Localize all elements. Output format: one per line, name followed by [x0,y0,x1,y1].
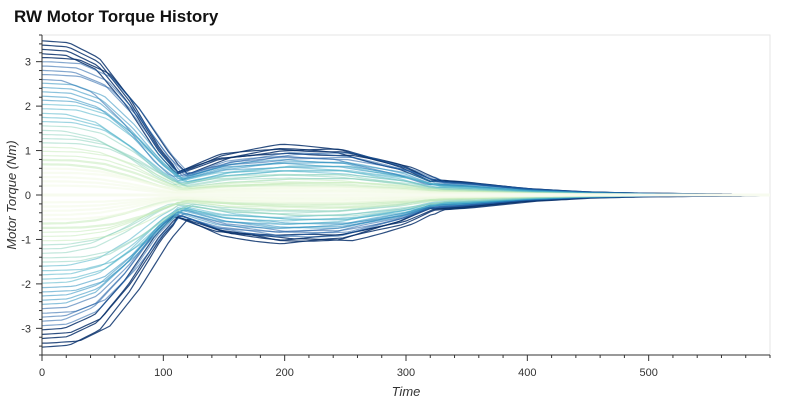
y-tick-label: 3 [25,57,31,69]
y-axis-ticks: -3 -2 -1 0 1 2 3 [21,34,42,356]
x-tick-label: 0 [39,367,45,379]
y-tick-label: 1 [25,146,31,158]
y-tick-label: -2 [21,279,31,291]
y-axis-title: Motor Torque (Nm) [4,140,19,249]
chart-title: RW Motor Torque History [14,7,219,26]
x-tick-label: 400 [518,367,536,379]
y-tick-label: -1 [21,234,31,246]
y-tick-label: 0 [25,190,31,202]
x-tick-label: 300 [397,367,415,379]
x-axis-ticks: 0 100 200 300 400 500 [39,355,771,379]
series-layer [42,40,770,348]
series-line [42,194,770,301]
x-axis-title: Time [392,384,421,399]
y-tick-label: 2 [25,101,31,113]
y-tick-label: -3 [21,323,31,335]
x-tick-label: 200 [275,367,293,379]
x-tick-label: 100 [154,367,172,379]
x-tick-label: 500 [639,367,657,379]
